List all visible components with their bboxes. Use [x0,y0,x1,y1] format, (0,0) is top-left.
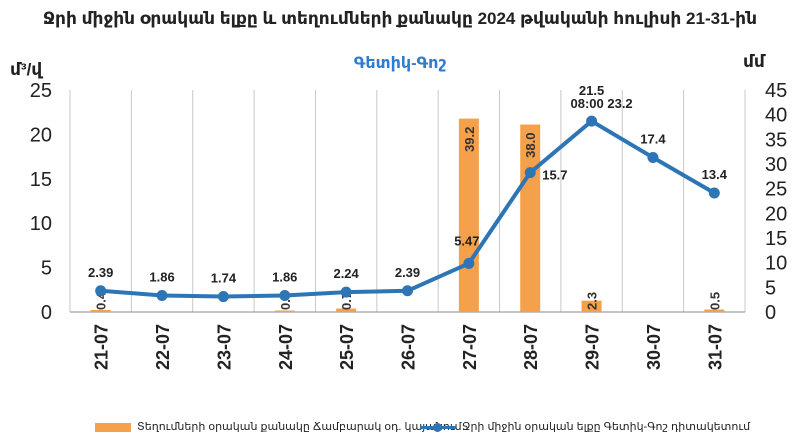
line-point [279,289,291,301]
right-tick-label: 20 [765,203,787,225]
legend-bar-swatch [95,422,131,432]
legend-line-swatch [420,422,456,432]
x-tick-label: 27-07 [460,324,480,370]
x-tick-label: 26-07 [399,324,419,370]
bar [90,310,111,312]
left-tick-label: 15 [30,169,52,191]
right-tick-label: 5 [765,277,776,299]
line-point [95,285,107,297]
line-point [156,289,168,301]
right-tick-label: 15 [765,228,787,250]
x-tick-label: 29-07 [583,324,603,370]
bar-data-label: 2.3 [585,292,600,310]
chart-title: Ջրի միջին օրական ելքը և տեղումների քանակ… [42,9,758,28]
line-point [647,151,659,163]
right-tick-label: 10 [765,253,787,275]
line-data-label: 1.86 [149,269,174,284]
x-tick-label: 22-07 [153,324,173,370]
line-data-label: 15.7 [542,168,567,183]
line-data-label: 2.24 [333,266,359,281]
right-tick-label: 45 [765,80,787,102]
line-point [463,257,475,269]
line-data-label: 21.5 [579,83,604,98]
line-data-label: 2.39 [395,265,420,280]
bar [704,309,725,312]
x-tick-label: 30-07 [644,324,664,370]
line-data-label: 1.74 [211,271,237,286]
right-tick-label: 35 [765,129,787,151]
x-tick-label: 21-07 [92,324,112,370]
right-tick-label: 0 [765,302,776,324]
left-axis-unit: մ³/վ [10,60,43,79]
bar-data-label: 38.0 [523,133,538,158]
line-data-label: 5.47 [454,233,479,248]
line-point [586,115,598,127]
line-data-label: 2.39 [88,265,113,280]
left-tick-label: 0 [41,302,52,324]
chart-subtitle: Գետիկ-Գոշ [353,55,447,72]
bar-data-label: 39.2 [462,127,477,152]
line-point [402,285,413,297]
left-tick-label: 25 [30,80,52,102]
left-tick-label: 20 [30,124,52,146]
x-tick-label: 25-07 [337,324,357,370]
legend-bars: Տեղումների օրական քանակը Ճամբարակ օդ. կա… [95,420,462,433]
right-tick-label: 25 [765,179,787,201]
line-point [340,286,352,298]
x-tick-label: 23-07 [214,324,234,370]
line-data-label: 1.86 [272,269,297,284]
bar-data-label: 0.4 [94,291,109,310]
x-tick-label: 31-07 [705,324,725,370]
x-tick-label: 24-07 [276,324,296,370]
bar [336,308,357,312]
line-data-label: 17.4 [640,131,666,146]
annotation-label: 08:00 23.2 [571,96,633,111]
x-tick-label: 28-07 [521,324,541,370]
line-point [217,291,229,303]
bar [274,310,295,312]
line-point [524,167,536,179]
bar [581,300,602,312]
line-point [708,187,720,199]
legend-line-label: Ջրի միջին օրական ելքը Գետիկ-Գոշ դիտակետո… [462,421,751,433]
right-tick-label: 40 [765,105,787,127]
bar-data-label: 0.5 [707,292,722,310]
right-axis-unit: մմ [743,52,765,71]
legend-bars-label: Տեղումների օրական քանակը Ճամբարակ օդ. կա… [137,421,462,433]
line-data-label: 13.4 [702,167,728,182]
right-tick-label: 30 [765,154,787,176]
legend-line: Ջրի միջին օրական ելքը Գետիկ-Գոշ դիտակետո… [420,420,750,433]
left-tick-label: 10 [30,213,52,235]
left-tick-label: 5 [41,258,52,280]
